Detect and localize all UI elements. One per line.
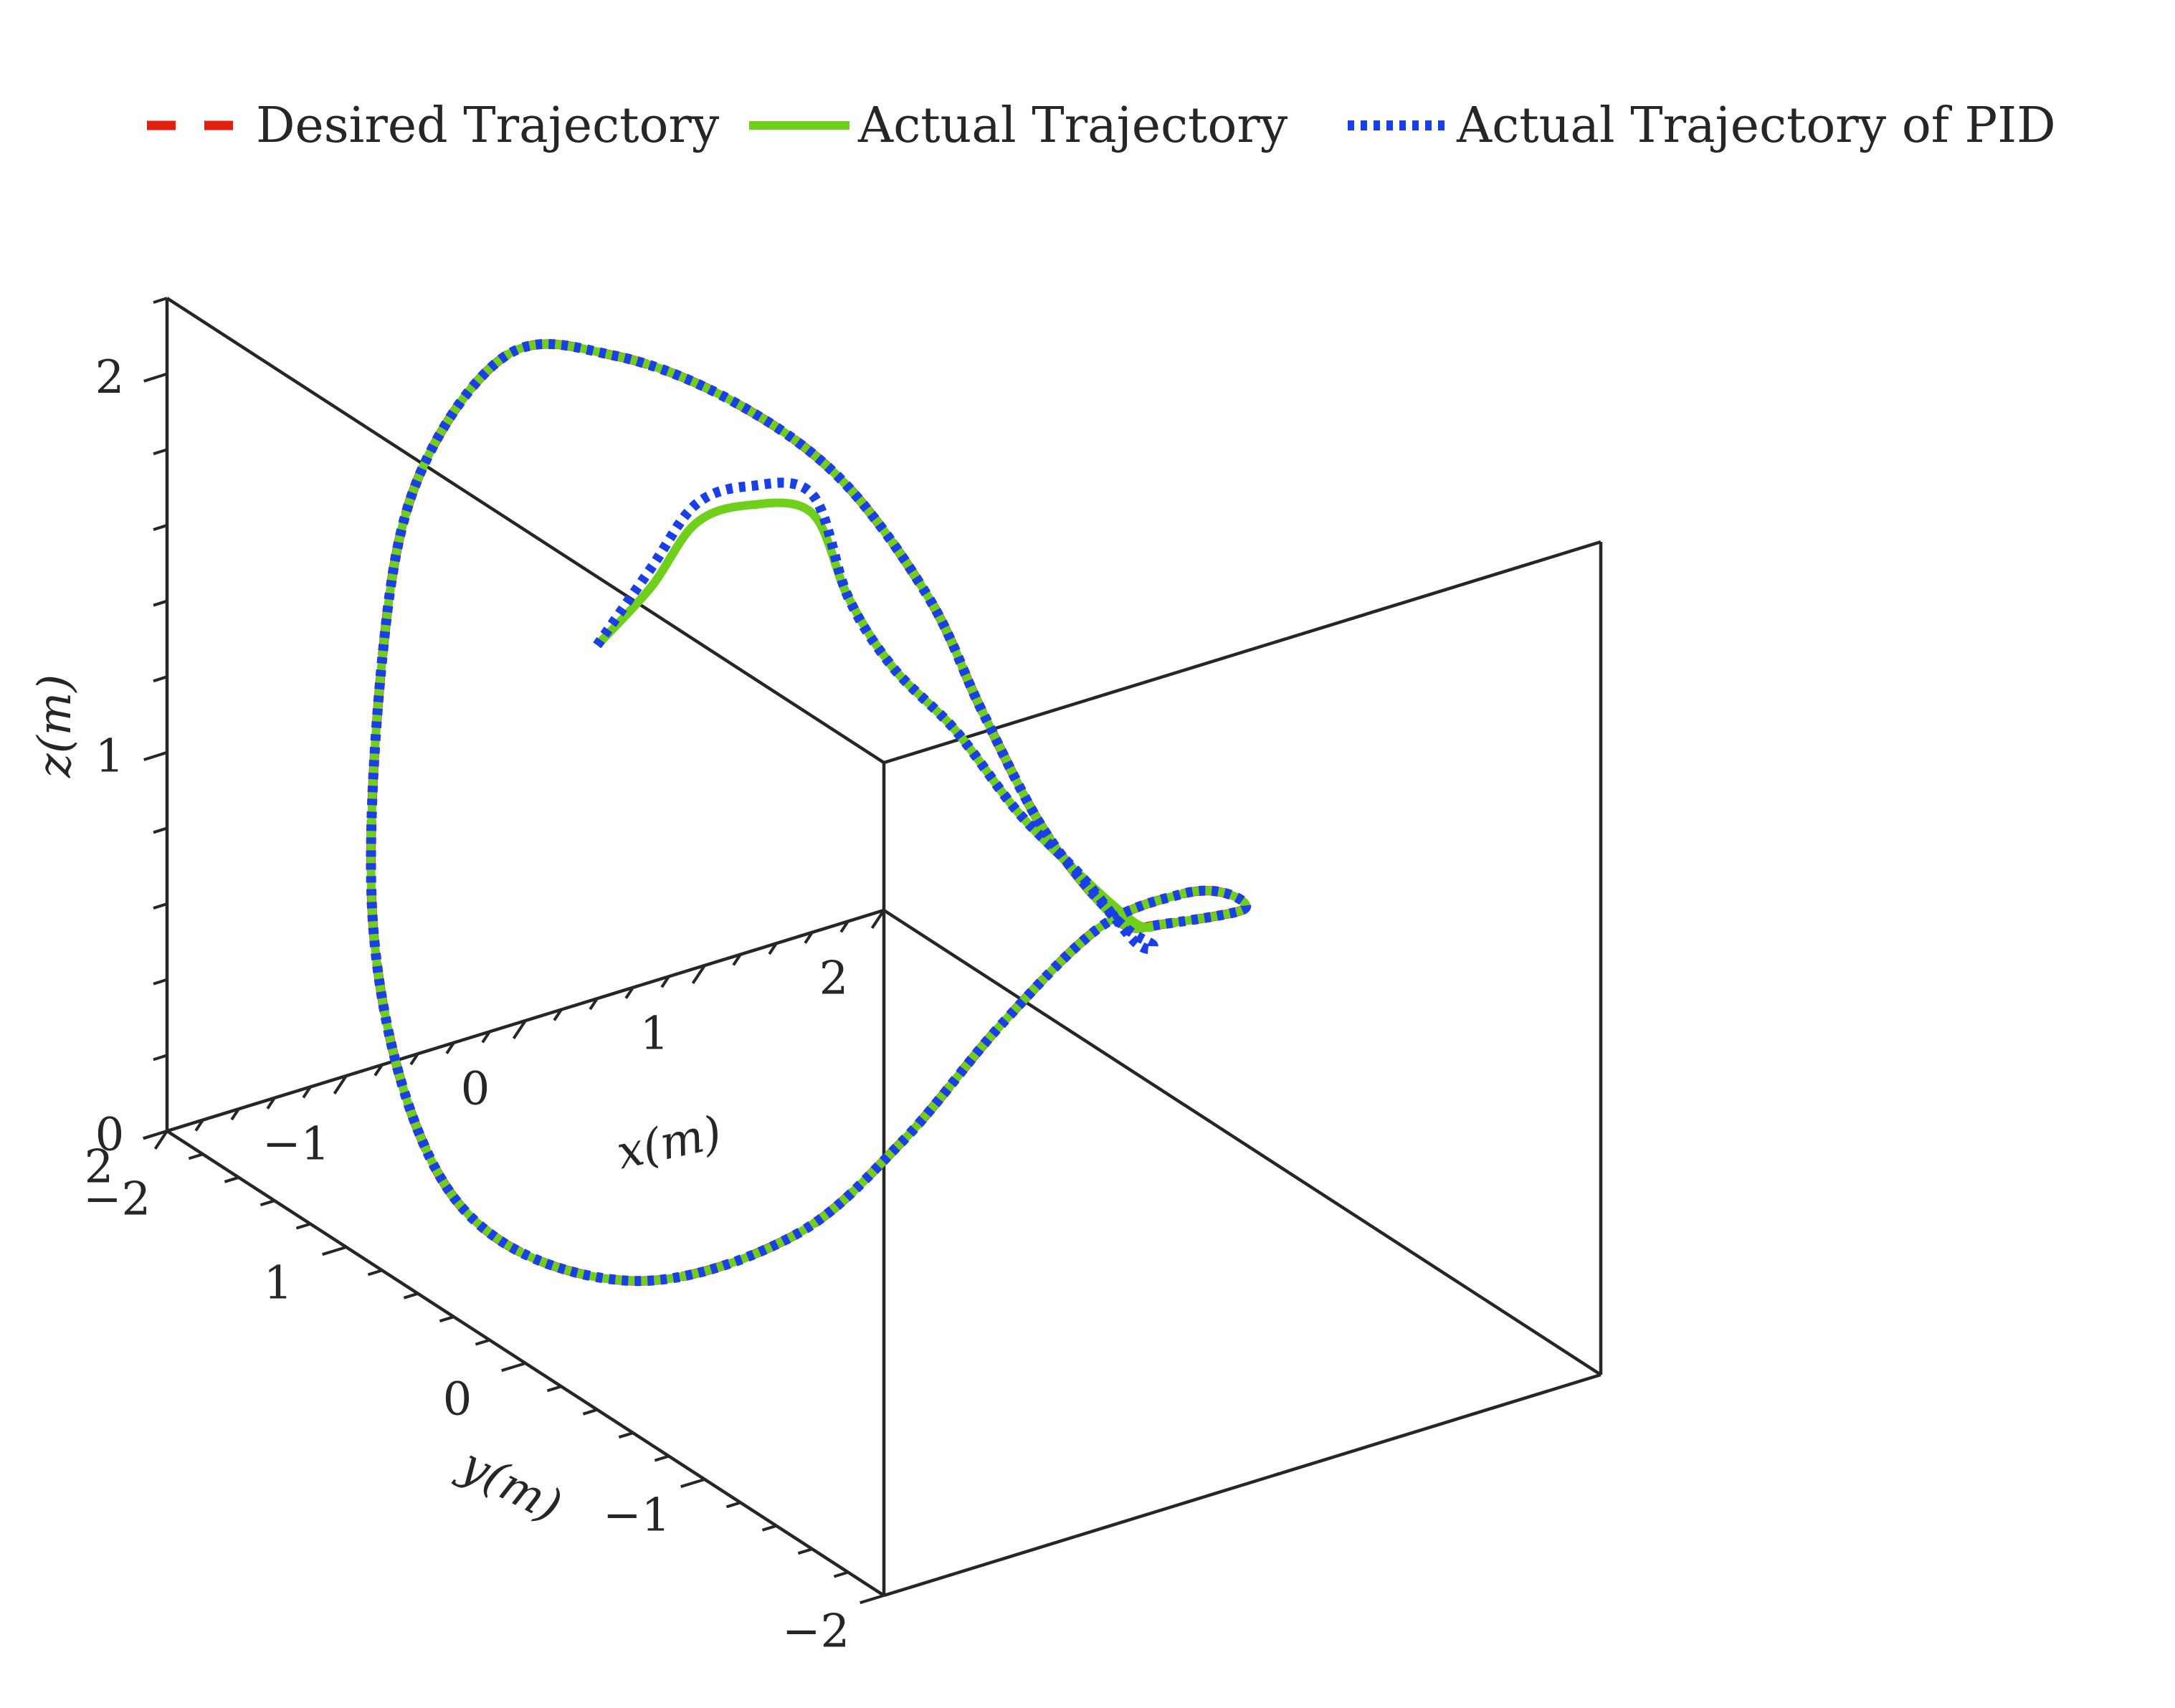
z-minor-tick bbox=[153, 675, 168, 683]
x-minor-tick bbox=[481, 1031, 491, 1044]
x-minor-tick bbox=[409, 1053, 419, 1066]
x-minor-tick bbox=[624, 986, 634, 999]
axis-ticks bbox=[143, 297, 885, 1605]
x-minor-tick bbox=[804, 931, 814, 944]
x-tick-label: −2 bbox=[83, 1173, 151, 1226]
y-minor-tick bbox=[582, 1408, 598, 1416]
y-minor-tick bbox=[797, 1547, 813, 1555]
z-tick-label: 0 bbox=[95, 1109, 125, 1162]
x-tick-label: −1 bbox=[262, 1118, 330, 1171]
y-major-tick bbox=[860, 1594, 885, 1605]
x-axis-label: x(m) bbox=[612, 1107, 726, 1180]
x-major-tick bbox=[870, 909, 885, 930]
series-layer bbox=[366, 338, 1252, 1287]
x-minor-tick bbox=[768, 943, 778, 955]
legend: Desired Trajectory Actual Trajectory Act… bbox=[136, 77, 2108, 171]
y-minor-tick bbox=[725, 1501, 741, 1509]
y-major-tick bbox=[680, 1478, 705, 1489]
floor-back-y-edge bbox=[882, 909, 1602, 1376]
y-minor-tick bbox=[224, 1175, 239, 1183]
y-major-tick bbox=[501, 1362, 526, 1373]
x-minor-tick bbox=[266, 1097, 276, 1110]
y-minor-tick bbox=[654, 1454, 670, 1462]
y-axis-label: y(m) bbox=[450, 1437, 570, 1533]
y-minor-tick bbox=[439, 1315, 454, 1323]
left-wall-top-edge bbox=[166, 297, 885, 764]
x-minor-tick bbox=[660, 975, 670, 988]
x-tick-label: 0 bbox=[461, 1063, 490, 1116]
x-minor-tick bbox=[732, 953, 742, 966]
axis-labels: x(m) y(m) z(m) bbox=[29, 674, 726, 1534]
z-minor-tick bbox=[153, 1054, 168, 1061]
x-major-tick bbox=[691, 964, 706, 985]
x-major-tick bbox=[333, 1074, 348, 1095]
y-minor-tick bbox=[761, 1524, 777, 1532]
z-minor-tick bbox=[153, 902, 168, 910]
x-tick-label: 1 bbox=[640, 1008, 670, 1061]
series-actual-trajectory-pid bbox=[366, 338, 1252, 1287]
y-minor-tick bbox=[260, 1199, 275, 1207]
y-minor-tick bbox=[295, 1222, 311, 1230]
y-minor-tick bbox=[546, 1385, 562, 1393]
x-minor-tick bbox=[589, 998, 599, 1011]
x-minor-tick bbox=[445, 1041, 455, 1054]
x-minor-tick bbox=[373, 1064, 384, 1077]
y-minor-tick bbox=[833, 1570, 849, 1578]
z-tick-label: 2 bbox=[95, 351, 125, 404]
y-tick-label: 1 bbox=[264, 1257, 293, 1310]
y-tick-label: 2 bbox=[85, 1141, 114, 1194]
y-minor-tick bbox=[403, 1292, 419, 1299]
y-minor-tick bbox=[475, 1338, 490, 1346]
z-minor-tick bbox=[153, 978, 168, 986]
y-tick-label: 0 bbox=[443, 1373, 472, 1426]
x-minor-tick bbox=[553, 1008, 563, 1021]
x-minor-tick bbox=[839, 920, 849, 933]
legend-background bbox=[136, 77, 2108, 171]
x-major-tick bbox=[512, 1019, 527, 1040]
z-minor-tick bbox=[153, 599, 168, 607]
z-minor-tick bbox=[153, 297, 168, 304]
z-major-tick bbox=[143, 1130, 168, 1140]
y-minor-tick bbox=[188, 1153, 204, 1160]
back-wall-top-edge bbox=[883, 540, 1601, 765]
z-tick-label: 1 bbox=[95, 730, 125, 783]
z-axis-label: z(m) bbox=[29, 674, 82, 778]
legend-label-actual-pid: Actual Trajectory of PID bbox=[1456, 97, 2056, 154]
z-major-tick bbox=[143, 372, 168, 383]
y-minor-tick bbox=[618, 1431, 634, 1439]
y-tick-label: −2 bbox=[782, 1606, 849, 1659]
y-minor-tick bbox=[367, 1269, 383, 1277]
z-major-tick bbox=[143, 750, 168, 761]
x-minor-tick bbox=[230, 1108, 240, 1121]
z-minor-tick bbox=[153, 826, 168, 834]
legend-label-actual: Actual Trajectory bbox=[857, 97, 1288, 154]
x-minor-tick bbox=[194, 1119, 204, 1132]
x-tick-label: 2 bbox=[819, 953, 849, 1006]
y-major-tick bbox=[322, 1246, 347, 1256]
floor-back-x-edge bbox=[883, 1373, 1601, 1598]
x-minor-tick bbox=[302, 1086, 312, 1099]
x-major-tick bbox=[153, 1130, 168, 1150]
legend-label-desired: Desired Trajectory bbox=[256, 97, 720, 154]
z-minor-tick bbox=[153, 524, 168, 531]
y-tick-label: −1 bbox=[603, 1489, 670, 1542]
axes-box bbox=[165, 297, 1603, 1598]
z-minor-tick bbox=[153, 448, 168, 456]
